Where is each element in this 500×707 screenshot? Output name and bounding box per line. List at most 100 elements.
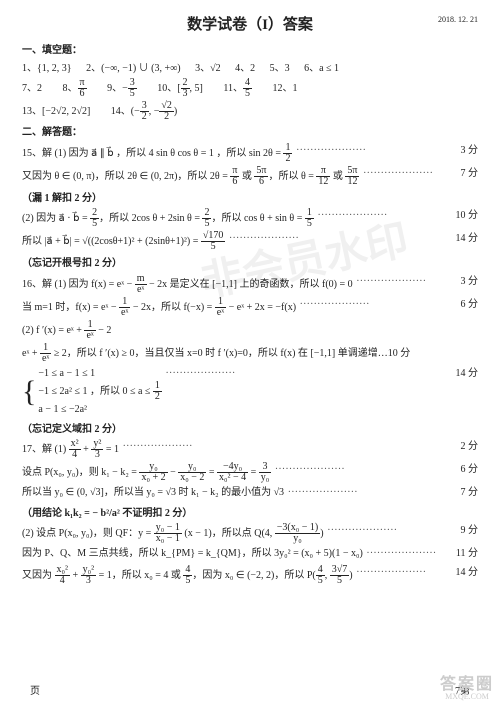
a6-num: 6、 [304,63,319,74]
q15l2a: 又因为 θ ∈ (0, π)，所以 2θ ∈ (0, 2π)，所以 2θ = [22,171,230,182]
a11d: 5 [243,89,252,99]
q17-l5: 因为 P、Q、M 三点共线，所以 k_{PM} = k_{QM}，所以 3y₀²… [22,546,478,563]
logo-small: MXQE.COM [440,693,494,701]
p: 6 分 [461,462,479,483]
a2-num: 2、 [86,63,101,74]
t: 因为 P、Q、M 三点共线，所以 k_{PM} = k_{QM}，所以 3y₀²… [22,546,363,563]
a7-num: 7、 [22,83,37,94]
f: eˣ [40,354,51,364]
q15l1a: 15、解 (1) 因为 a⃗ ∥ b⃗ ，所以 4 sin θ cos θ = … [22,148,283,159]
dots [367,543,452,560]
p: 9 分 [461,523,479,544]
a8-num: 8、 [63,83,78,94]
dots [328,520,457,541]
q17-l1: 17、解 (1) x²4 + y²3 = 1 2 分 [22,439,478,460]
logo-big: 答案圈 [440,677,494,693]
t: 设点 P(x₀, y₀)，则 k₁ − k₂ = [22,467,139,478]
t: − 2 [96,325,112,336]
t: ，所以 cos θ + sin θ = [211,213,304,224]
t: ) [349,570,352,581]
f: 5 [330,576,350,586]
t: 或 [330,171,345,182]
fill-row1: 1、{1, 2, 3} 2、(−∞, −1) ∪ (3, +∞) 3、√2 4、… [22,61,478,77]
f: y₀ [259,473,272,483]
t: ，所以 θ = [268,171,316,182]
a3: √2 [210,63,221,74]
a13: [−2√2, 2√2] [42,106,90,117]
t: eˣ + [22,348,40,359]
footer: 页 7第 [0,684,500,700]
page-title: 数学试卷（I）答案 [187,14,313,37]
a14d: 2 [140,112,149,122]
q15l4p: 14 分 [456,231,479,252]
q15l1p: 3 分 [461,143,479,164]
q17-note: （用结论 k₁k₂ = − b²/a² 不证明扣 2 分） [22,506,478,522]
q16-brace: { −1 ≤ a − 1 ≤ 1 −1 ≤ 2a² ≤ 1 ，所以 0 ≤ a … [22,366,478,418]
a4: 2 [250,63,255,74]
p: 14 分 [456,565,479,586]
f: 4 [55,576,70,586]
q16-l2: 当 m=1 时，f(x) = eˣ − 1eˣ − 2x，所以 f(−x) = … [22,297,478,318]
fill-row2: 7、2 8、π6 9、−35 10、[23, 5] 11、45 12、1 [22,78,478,99]
t: − eˣ + 2x = −f(x) [226,302,296,313]
f: 5 [90,219,99,229]
t: (x − 1)，所以点 Q(4, [182,528,275,539]
a1: {1, 2, 3} [37,63,72,74]
q15l2p: 7 分 [461,166,479,187]
f: y₀ [275,534,320,544]
a12-num: 12、 [273,83,293,94]
header: 数学试卷（I）答案 2018. 12. 21 [22,14,478,37]
f: eˣ [135,285,147,295]
f: 12 [345,177,359,187]
dots [166,363,452,415]
p: 7 分 [461,485,479,502]
a5: 3 [285,63,290,74]
a14bd: 2 [159,112,174,122]
f: x₀² − 4 [217,473,248,483]
logo: 答案圈 MXQE.COM [440,677,494,701]
dots [357,562,452,583]
q16-l1: 16、解 (1) 因为 f(x) = eˣ − meˣ − 2x 是定义在 [−… [22,274,478,295]
brace-icon: { [22,377,36,407]
q15-note2: （忘记开根号扣 2 分） [22,256,478,272]
f: x₀ + 2 [139,473,167,483]
p: 14 分 [456,366,479,418]
q16-note: （忘记定义域扣 2 分） [22,422,478,438]
a4-num: 4、 [235,63,250,74]
section1-heading: 一、填空题： [22,43,478,59]
f: 4 [69,450,81,460]
t: 16、解 (1) 因为 f(x) = eˣ − [22,279,135,290]
a2: (−∞, −1) ∪ (3, +∞) [101,63,181,74]
q17-l6: 又因为 x₀²4 + y₀²3 = 1，所以 x₀ = 4 或 45，因为 x₀… [22,565,478,586]
a8d: 6 [78,89,87,99]
q15-l3: (2) 因为 a⃗ · b⃗ = 25，所以 2cos θ + 2sin θ =… [22,208,478,229]
a6: a ≤ 1 [319,63,339,74]
f: eˣ [119,308,130,318]
t: + [70,570,81,581]
t: 当 m=1 时，f(x) = eˣ − [22,302,119,313]
f: eˣ [84,331,95,341]
p: 2 分 [461,439,479,460]
a9-num: 9、 [107,83,122,94]
a7: 2 [37,83,42,94]
q17-l3: 所以当 y₀ ∈ (0, √3]，所以当 y₀ = √3 时 k₁ − k₂ 的… [22,485,478,502]
dots [229,228,451,249]
q15l3p: 10 分 [456,208,479,229]
dots [318,205,452,226]
q16-l4: eˣ + 1eˣ ≥ 2，所以 f ′(x) ≥ 0，当且仅当 x=0 时 f … [22,343,478,364]
q15-l4: 所以 |a⃗ + b⃗| = √((2cosθ+1)² + (2sinθ+1)²… [22,231,478,252]
t: = [206,467,217,478]
dots [363,163,456,184]
a3-num: 3、 [195,63,210,74]
a10-num: 10、 [157,83,177,94]
a11-num: 11、 [223,83,243,94]
t: 17、解 (1) [22,444,69,455]
a14m: , − [149,106,160,117]
f: 5 [316,576,325,586]
t: (2) 设点 P(x₀, y₀)，则 QF：y = [22,528,154,539]
footer-left: 页 [30,684,40,700]
dots [123,436,457,457]
brace-c: a − 1 ≤ −2a² [38,402,161,418]
t: ) [320,528,323,539]
brace-a: −1 ≤ a − 1 ≤ 1 [38,366,161,382]
